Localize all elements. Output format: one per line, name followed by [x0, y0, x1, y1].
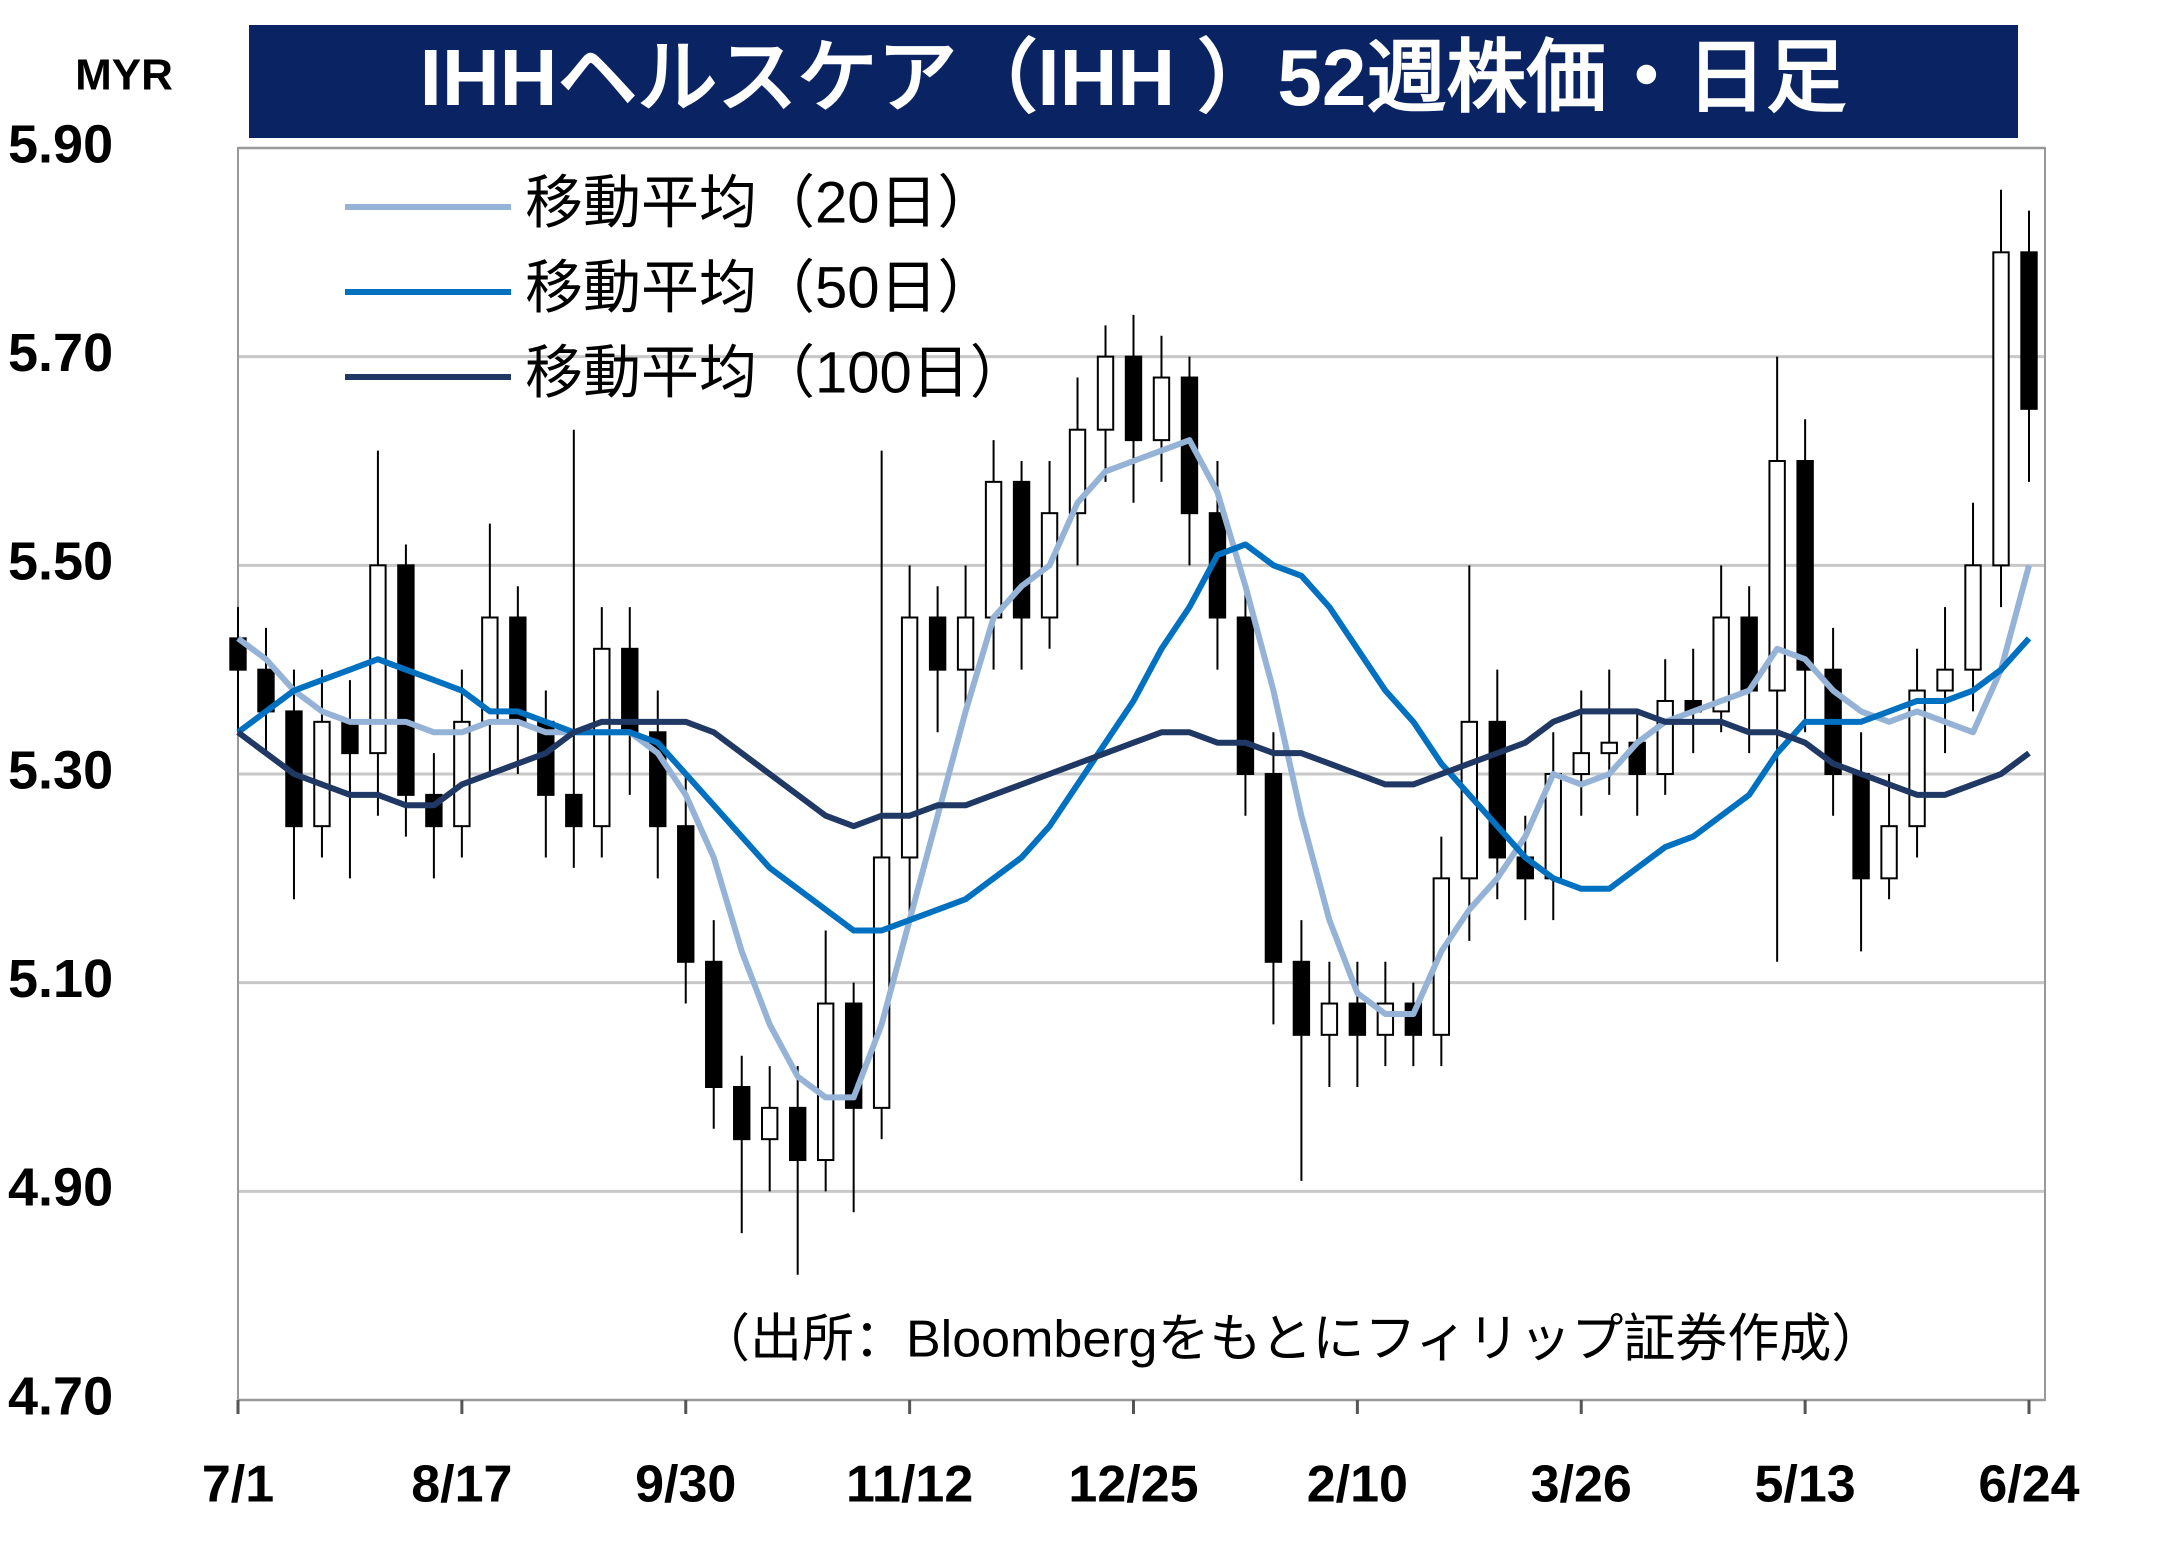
candle-body [705, 960, 723, 1088]
moving-average-line [236, 437, 2032, 1101]
candle-body [1012, 480, 1031, 619]
x-tick-label: 7/1 [202, 1456, 274, 1514]
y-tick-label: 4.70 [8, 1366, 113, 1426]
candle-body [816, 1002, 835, 1162]
candle-body [1572, 752, 1590, 776]
candle-body [2020, 251, 2038, 410]
candle-body [509, 616, 527, 723]
candle-body [1656, 699, 1674, 776]
legend-label: 移動平均（100日） [525, 340, 1028, 405]
candle-body [1488, 720, 1506, 859]
candle-body [1264, 773, 1283, 963]
candle-body [1768, 460, 1786, 692]
candle-body [984, 480, 1003, 619]
candle-body [1712, 616, 1730, 713]
candle-body [928, 616, 947, 671]
legend-label: 移動平均（50日） [525, 255, 996, 320]
y-tick-label: 5.10 [8, 949, 113, 1009]
candle-body [1936, 668, 1954, 692]
x-tick-label: 8/17 [411, 1456, 512, 1514]
source-note: （出所：Bloombergをもとにフィリップ証券作成） [698, 1311, 1883, 1369]
moving-average-line [236, 708, 2031, 830]
candle-body [788, 1106, 807, 1162]
candle-body [1348, 1002, 1367, 1036]
candle-body [1068, 428, 1087, 515]
legend-label: 移動平均（20日） [525, 170, 996, 235]
candle-body [761, 1106, 779, 1141]
candle-body [956, 616, 975, 671]
candle-body [1096, 355, 1115, 431]
candle-body [1292, 960, 1311, 1036]
candle-body [677, 825, 695, 963]
x-tick-label: 11/12 [846, 1456, 973, 1514]
y-axis-unit: MYR [75, 51, 173, 100]
candle-body [1152, 376, 1171, 442]
candle-body [565, 793, 583, 828]
candle-body [900, 616, 919, 859]
candle-body [1600, 741, 1618, 755]
plot-frame [237, 147, 2046, 1401]
candle-body [733, 1086, 751, 1141]
y-tick-label: 5.30 [8, 740, 113, 800]
candle-body [1236, 616, 1255, 775]
chart-title: IHHヘルスケア（IHH ）52週株価・日足 [420, 33, 1847, 122]
candle-body [313, 720, 331, 828]
x-tick-label: 5/13 [1755, 1456, 1856, 1514]
candle-body [1320, 1002, 1339, 1036]
candle-body [453, 720, 471, 828]
title-bar [249, 25, 2018, 138]
candle-body [872, 856, 891, 1109]
y-tick-label: 5.70 [8, 323, 113, 383]
candle-body [1992, 251, 2010, 567]
y-tick-label: 5.90 [8, 114, 113, 174]
candle-body [1964, 564, 1982, 671]
candle-body [593, 647, 611, 828]
candle-body [1796, 460, 1814, 671]
candle-body [1852, 773, 1870, 880]
x-tick-label: 3/26 [1531, 1456, 1632, 1514]
x-tick-label: 2/10 [1307, 1456, 1408, 1514]
candle-body [397, 564, 415, 796]
x-tick-label: 12/25 [1068, 1456, 1198, 1514]
y-tick-label: 5.50 [8, 532, 113, 592]
candle-body [1124, 355, 1143, 442]
candle-body [341, 720, 359, 755]
x-tick-label: 6/24 [1978, 1456, 2079, 1514]
y-tick-label: 4.90 [8, 1158, 113, 1218]
candle-body [1880, 825, 1898, 880]
x-tick-label: 9/30 [635, 1456, 736, 1514]
moving-average-line [236, 541, 2032, 934]
